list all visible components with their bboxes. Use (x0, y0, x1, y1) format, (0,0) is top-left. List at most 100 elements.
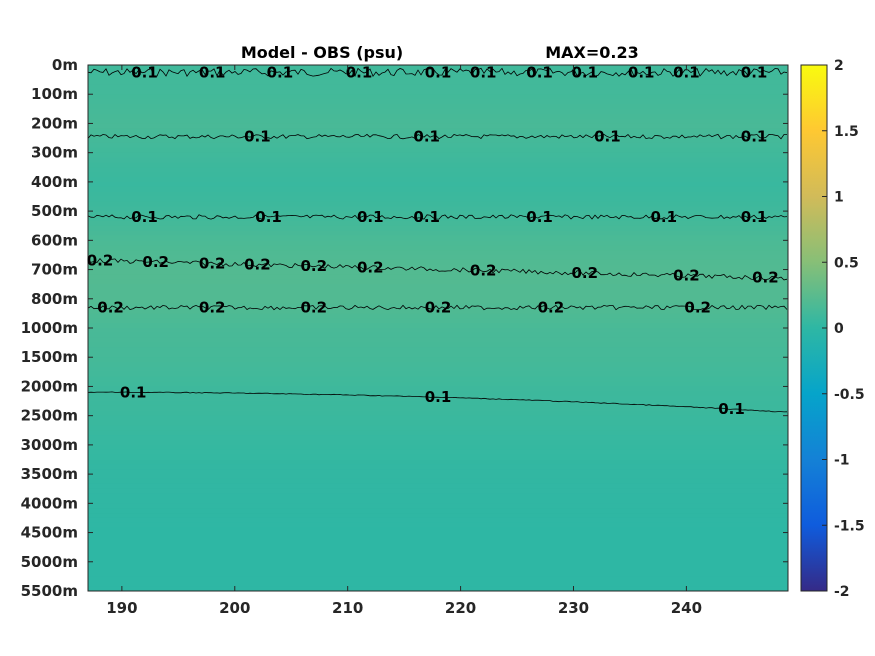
y-tick-label: 200m (31, 114, 78, 132)
colorbar: 2 1.5 1 0.5 0 -0.5 -1 -1.5 -2 (800, 58, 865, 600)
y-tick-label: 0m (52, 56, 78, 74)
field-band (88, 172, 788, 178)
field-band (88, 488, 788, 495)
field-band (88, 181, 788, 188)
x-tick-label: 220 (445, 599, 476, 617)
contour-label: 0.2 (357, 259, 384, 277)
contour-label: 0.2 (244, 256, 271, 274)
y-tick-label: 2000m (21, 377, 78, 395)
field-band (88, 118, 788, 125)
field-band (88, 177, 788, 183)
field-band (88, 503, 788, 509)
field-band (88, 542, 788, 548)
field-band (88, 347, 788, 353)
field-band (88, 274, 788, 280)
field-band (88, 69, 788, 76)
contour-label: 0.2 (301, 299, 328, 317)
field-band (88, 133, 788, 139)
x-tick-label: 240 (671, 599, 702, 617)
field-band (88, 323, 788, 329)
field-band (88, 293, 788, 300)
x-tick-label: 200 (219, 599, 250, 617)
field-band (88, 440, 788, 446)
field-band (88, 142, 788, 149)
field-band (88, 366, 788, 373)
field-band (88, 391, 788, 397)
x-tick-label: 230 (558, 599, 589, 617)
contour-label: 0.1 (425, 63, 452, 81)
y-tick-label: 1000m (21, 319, 78, 337)
field-band (88, 328, 788, 334)
field-band (88, 201, 788, 207)
field-band (88, 318, 788, 324)
contour-label: 0.1 (120, 383, 147, 401)
field-band (88, 303, 788, 310)
field-band (88, 420, 788, 427)
field-band (88, 396, 788, 402)
field-band (88, 264, 788, 271)
field-band (88, 517, 788, 524)
field-band (88, 483, 788, 490)
contour-label: 0.1 (594, 128, 621, 146)
y-tick-label: 700m (31, 261, 78, 279)
y-tick-label: 4000m (21, 494, 78, 512)
field-band (88, 313, 788, 319)
field-band (88, 103, 788, 110)
field-band (88, 269, 788, 276)
colorbar-tick-label: 0 (834, 321, 844, 337)
field-band (88, 410, 788, 417)
contour-label: 0.2 (199, 255, 226, 273)
field-band (88, 84, 788, 90)
contour-label: 0.1 (673, 63, 700, 81)
y-tick-label: 800m (31, 290, 78, 308)
contour-label: 0.1 (131, 63, 158, 81)
colorbar-tick-label: -0.5 (834, 387, 865, 403)
field-band (88, 259, 788, 266)
field-band (88, 586, 788, 591)
field-band (88, 94, 788, 100)
contour-label: 0.1 (741, 208, 768, 226)
field-band (88, 108, 788, 115)
field-band (88, 566, 788, 573)
field-band (88, 206, 788, 212)
field-band (88, 454, 788, 461)
field-band (88, 352, 788, 358)
field-band (88, 425, 788, 431)
contour-label: 0.2 (142, 253, 169, 271)
y-tick-label: 3500m (21, 465, 78, 483)
field-band (88, 284, 788, 290)
colorbar-tick-label: 1 (834, 190, 844, 206)
colorbar-tick-label: 1.5 (834, 124, 859, 140)
plot-area (88, 65, 788, 591)
field-band (88, 167, 788, 173)
colorbar-tick-label: -1 (834, 453, 850, 469)
field-band (88, 537, 788, 543)
contour-label: 0.2 (752, 269, 779, 287)
field-band (88, 464, 788, 470)
field-band (88, 435, 788, 441)
field-band (88, 571, 788, 577)
field-band (88, 469, 788, 475)
field-band (88, 298, 788, 305)
contour-label: 0.1 (470, 63, 497, 81)
contour-label: 0.1 (425, 388, 452, 406)
field-band (88, 581, 788, 587)
field-band (88, 99, 788, 105)
field-band (88, 211, 788, 217)
y-tick-label: 5000m (21, 553, 78, 571)
contour-label: 0.2 (538, 299, 565, 317)
contour-label: 0.1 (628, 63, 655, 81)
field-band (88, 401, 788, 407)
field-band (88, 576, 788, 582)
contour-label: 0.1 (651, 208, 678, 226)
field-band (88, 547, 788, 553)
field-band (88, 254, 788, 261)
contour-line (88, 304, 788, 311)
field-band (88, 415, 788, 422)
field-band (88, 371, 788, 378)
field-band (88, 342, 788, 349)
y-tick-label: 400m (31, 173, 78, 191)
field-band (88, 186, 788, 193)
contour-label: 0.1 (526, 208, 553, 226)
contour-label: 0.2 (87, 252, 114, 270)
